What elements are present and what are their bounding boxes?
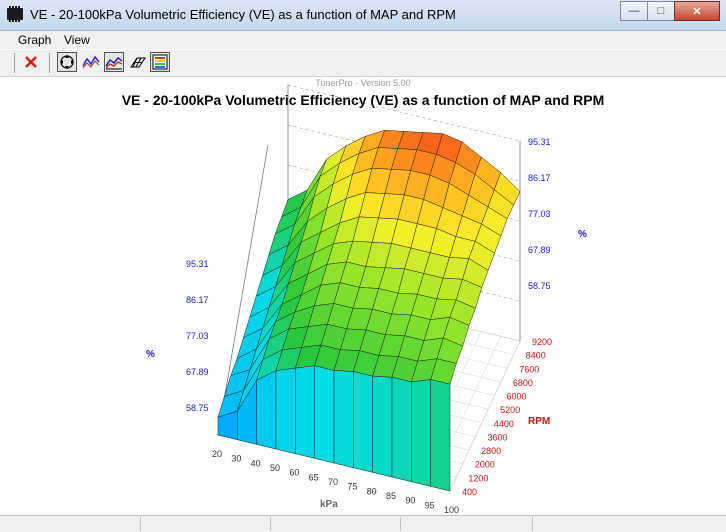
line-graph-button[interactable] <box>81 52 101 72</box>
toolbar-separator <box>14 53 15 73</box>
surface-chart[interactable]: TunerPro - Version 5.00 VE - 20-100kPa V… <box>0 77 726 515</box>
rpm-tick-label: 6000 <box>507 392 527 402</box>
line-graph-icon <box>82 55 100 69</box>
surface-front-face <box>391 376 412 482</box>
rpm-tick-label: 4400 <box>494 419 514 429</box>
status-bar <box>0 515 726 532</box>
close-graph-button[interactable] <box>21 52 41 72</box>
rpm-tick-label: 7600 <box>519 364 539 374</box>
kpa-tick-label: 100 <box>444 505 459 515</box>
rpm-tick-label: 3600 <box>487 432 507 442</box>
surface-front-face <box>275 367 296 454</box>
surface-front-face <box>411 379 431 487</box>
z-tick-label-right: 58.75 <box>528 281 551 291</box>
kpa-axis-label: kPa <box>320 499 338 510</box>
kpa-tick-label: 85 <box>386 491 396 501</box>
title-bar: VE - 20-100kPa Volumetric Efficiency (VE… <box>0 0 726 31</box>
z-tick-label-right: 67.89 <box>528 245 551 255</box>
kpa-tick-label: 95 <box>425 500 435 510</box>
status-pane <box>400 517 533 531</box>
rpm-tick-label: 1200 <box>468 473 488 483</box>
surface-front-face <box>256 370 277 450</box>
maximize-button[interactable]: □ <box>647 1 675 21</box>
color-legend-icon <box>152 54 168 70</box>
surface-graph-icon <box>105 57 123 70</box>
floor-grid-line <box>449 340 521 492</box>
kpa-tick-label: 75 <box>347 482 357 492</box>
rpm-tick-label: 5200 <box>500 405 520 415</box>
app-icon <box>7 6 23 22</box>
z-tick-label-right: 77.03 <box>528 209 551 219</box>
status-pane <box>140 517 271 531</box>
kpa-tick-label: 90 <box>405 496 415 506</box>
back-wall-gridline <box>287 244 521 302</box>
surface-front-face <box>372 375 393 478</box>
minimize-button[interactable]: — <box>620 1 648 21</box>
wireframe-button[interactable] <box>128 52 148 72</box>
kpa-tick-label: 40 <box>251 458 261 468</box>
surface-front-face <box>314 365 335 464</box>
rpm-tick-label: 2000 <box>475 460 495 470</box>
surface-front-face <box>333 370 354 468</box>
close-x-icon <box>25 56 37 68</box>
menu-graph[interactable]: Graph <box>18 33 52 47</box>
z-tick-label-left: 86.17 <box>186 295 209 305</box>
kpa-tick-label: 70 <box>328 477 338 487</box>
surface-graph-button[interactable] <box>104 52 124 72</box>
surface-front-face <box>353 371 373 473</box>
z-tick-label-left: 58.75 <box>186 403 209 413</box>
wireframe-icon <box>130 57 146 68</box>
z-axis-label-left: % <box>146 349 155 360</box>
pan-button[interactable] <box>57 52 77 72</box>
kpa-tick-label: 30 <box>231 454 241 464</box>
rpm-tick-label: 6800 <box>513 378 533 388</box>
status-pane <box>270 517 401 531</box>
menu-view[interactable]: View <box>64 33 90 47</box>
window-title: VE - 20-100kPa Volumetric Efficiency (VE… <box>30 7 456 22</box>
close-window-button[interactable]: ✕ <box>674 1 720 21</box>
graph-canvas[interactable]: TunerPro - Version 5.00 VE - 20-100kPa V… <box>0 77 726 515</box>
surface-front-face <box>295 365 315 459</box>
z-tick-label-left: 67.89 <box>186 367 209 377</box>
pan-move-icon <box>60 55 74 69</box>
z-tick-label-left: 77.03 <box>186 331 209 341</box>
back-wall-gridline <box>287 84 521 142</box>
color-legend-button[interactable] <box>150 52 170 72</box>
rpm-tick-label: 2800 <box>481 446 501 456</box>
toolbar <box>0 50 726 77</box>
menu-bar: Graph View <box>0 31 726 49</box>
kpa-tick-label: 80 <box>367 486 377 496</box>
rpm-tick-label: 8400 <box>526 351 546 361</box>
z-tick-label-left: 95.31 <box>186 259 209 269</box>
kpa-tick-label: 65 <box>309 472 319 482</box>
z-tick-label-right: 95.31 <box>528 137 551 147</box>
z-tick-label-right: 86.17 <box>528 173 551 183</box>
rpm-tick-label: 9200 <box>532 337 552 347</box>
kpa-tick-label: 50 <box>270 463 280 473</box>
rpm-axis-label: RPM <box>528 416 550 427</box>
kpa-tick-label: 20 <box>212 449 222 459</box>
surface-front-face <box>430 379 451 492</box>
chart-title: VE - 20-100kPa Volumetric Efficiency (VE… <box>122 92 605 108</box>
status-pane <box>0 517 141 531</box>
z-axis-label-right: % <box>578 229 587 240</box>
kpa-tick-label: 60 <box>289 468 299 478</box>
back-wall-edge <box>217 144 269 436</box>
watermark: TunerPro - Version 5.00 <box>315 78 410 88</box>
toolbar-separator <box>49 53 50 73</box>
rpm-tick-label: 400 <box>462 487 477 497</box>
